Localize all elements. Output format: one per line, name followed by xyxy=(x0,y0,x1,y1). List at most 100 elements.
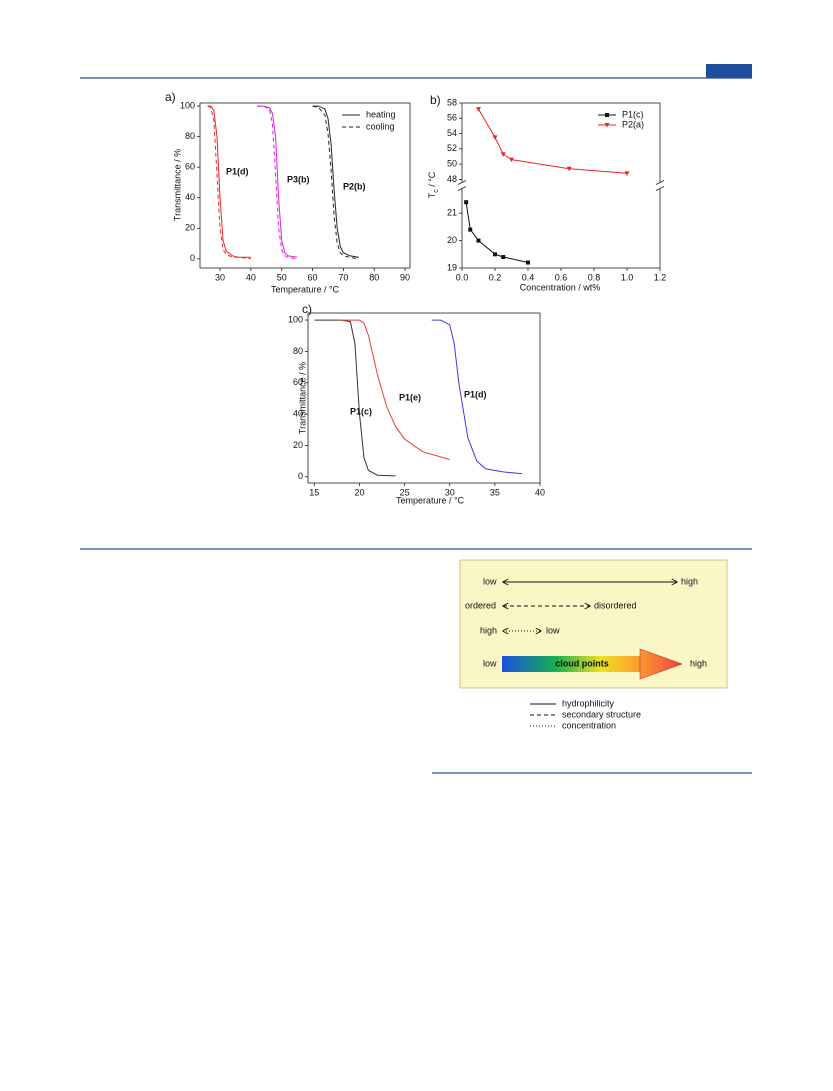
plot-frame xyxy=(199,102,411,269)
x-tick-label: 35 xyxy=(490,487,500,497)
y-tick-label: 19 xyxy=(447,262,457,272)
scale-right: disordered xyxy=(594,600,637,610)
axis-break-gap xyxy=(458,182,466,189)
x-tick-label: 30 xyxy=(445,487,455,497)
y-tick-label: 50 xyxy=(447,159,457,169)
x-tick-label: 0.4 xyxy=(522,272,535,282)
y-tick-label: 100 xyxy=(180,100,195,110)
plot-frame xyxy=(307,312,541,484)
panel-label: c) xyxy=(302,302,312,316)
y-axis-label: Transmittance / % xyxy=(297,362,307,434)
scale-left: high xyxy=(480,625,497,635)
gradient-left: low xyxy=(483,658,497,668)
x-tick-label: 40 xyxy=(535,487,545,497)
legend-marker xyxy=(605,113,609,117)
data-line xyxy=(312,105,359,258)
data-line xyxy=(478,108,628,174)
data-point xyxy=(492,135,498,140)
data-point xyxy=(526,260,530,265)
data-point xyxy=(500,152,506,157)
y-tick-label: 21 xyxy=(447,208,457,218)
data-line xyxy=(431,319,522,475)
scale-left: ordered xyxy=(465,600,496,610)
data-point xyxy=(509,157,514,163)
curve-annotation: P1(d) xyxy=(226,166,249,176)
y-tick-label: 58 xyxy=(447,97,457,107)
gradient-right: high xyxy=(690,658,707,668)
curve-annotation: P2(b) xyxy=(343,181,366,191)
y-tick-label: 48 xyxy=(447,174,457,184)
y-tick-label: 20 xyxy=(185,223,195,233)
x-tick-label: 1.0 xyxy=(621,272,634,282)
panel-label: a) xyxy=(165,90,176,104)
data-point xyxy=(476,238,481,243)
x-tick-label: 20 xyxy=(354,487,364,497)
y-tick-label: 80 xyxy=(293,346,303,356)
axis-break-mark xyxy=(457,180,467,185)
y-tick-label: 40 xyxy=(293,408,303,418)
curve-annotation: P3(b) xyxy=(287,174,310,184)
data-line xyxy=(207,105,251,258)
legend-marker xyxy=(604,123,610,128)
x-axis-label: Concentration / wt% xyxy=(520,282,601,292)
diagram-legend-label: secondary structure xyxy=(562,709,641,719)
y-tick-label: 56 xyxy=(447,113,457,123)
legend-label: P1(c) xyxy=(622,109,644,119)
data-point xyxy=(493,252,497,257)
gradient-arrowhead xyxy=(639,648,683,680)
x-tick-label: 30 xyxy=(215,272,225,282)
gradient-bar xyxy=(502,656,642,672)
y-axis-label: Tc / °C xyxy=(427,171,439,198)
y-tick-label: 0 xyxy=(298,471,303,481)
y-tick-label: 100 xyxy=(288,314,303,324)
data-line xyxy=(465,202,529,263)
scale-right: high xyxy=(681,576,698,586)
x-tick-label: 15 xyxy=(309,487,319,497)
data-line xyxy=(312,105,359,260)
x-tick-label: 0.2 xyxy=(489,272,502,282)
y-tick-label: 20 xyxy=(447,235,457,245)
x-tick-label: 0.0 xyxy=(456,272,469,282)
axis-break-mark xyxy=(457,186,467,191)
data-line xyxy=(257,105,298,260)
data-point xyxy=(566,166,572,172)
x-tick-label: 0.8 xyxy=(588,272,601,282)
axis-break-gap xyxy=(656,182,664,189)
header-tab xyxy=(706,64,752,78)
data-line xyxy=(207,105,251,260)
legend-label: P2(a) xyxy=(622,119,644,129)
gradient-label: cloud points xyxy=(555,658,609,668)
x-tick-label: 80 xyxy=(369,272,379,282)
x-tick-label: 0.6 xyxy=(555,272,568,282)
data-point xyxy=(624,171,630,176)
x-tick-label: 50 xyxy=(277,272,287,282)
curve-annotation: P1(c) xyxy=(350,406,372,416)
y-tick-label: 40 xyxy=(185,192,195,202)
y-axis-label-part: c xyxy=(433,189,440,193)
legend-label: cooling xyxy=(366,121,395,131)
x-tick-label: 90 xyxy=(400,272,410,282)
data-line xyxy=(314,319,396,477)
y-tick-label: 52 xyxy=(447,143,457,153)
diagram-legend-label: concentration xyxy=(562,720,616,730)
y-tick-label: 0 xyxy=(190,253,195,263)
x-axis-label: Temperature / °C xyxy=(396,495,465,505)
y-axis-label: Transmittance / % xyxy=(172,149,182,221)
data-point xyxy=(468,227,473,232)
data-line xyxy=(341,319,450,460)
y-tick-label: 60 xyxy=(293,377,303,387)
panel-label: b) xyxy=(430,93,441,107)
legend-label: heating xyxy=(366,109,396,119)
axis-break-mark xyxy=(655,186,665,191)
data-point xyxy=(501,255,506,260)
axis-break-mark xyxy=(655,180,665,185)
x-tick-label: 1.2 xyxy=(654,272,667,282)
y-tick-label: 54 xyxy=(447,128,457,138)
x-tick-label: 70 xyxy=(338,272,348,282)
x-axis-label: Temperature / °C xyxy=(271,284,340,294)
y-tick-label: 60 xyxy=(185,162,195,172)
curve-annotation: P1(d) xyxy=(464,389,487,399)
y-tick-label: 80 xyxy=(185,131,195,141)
